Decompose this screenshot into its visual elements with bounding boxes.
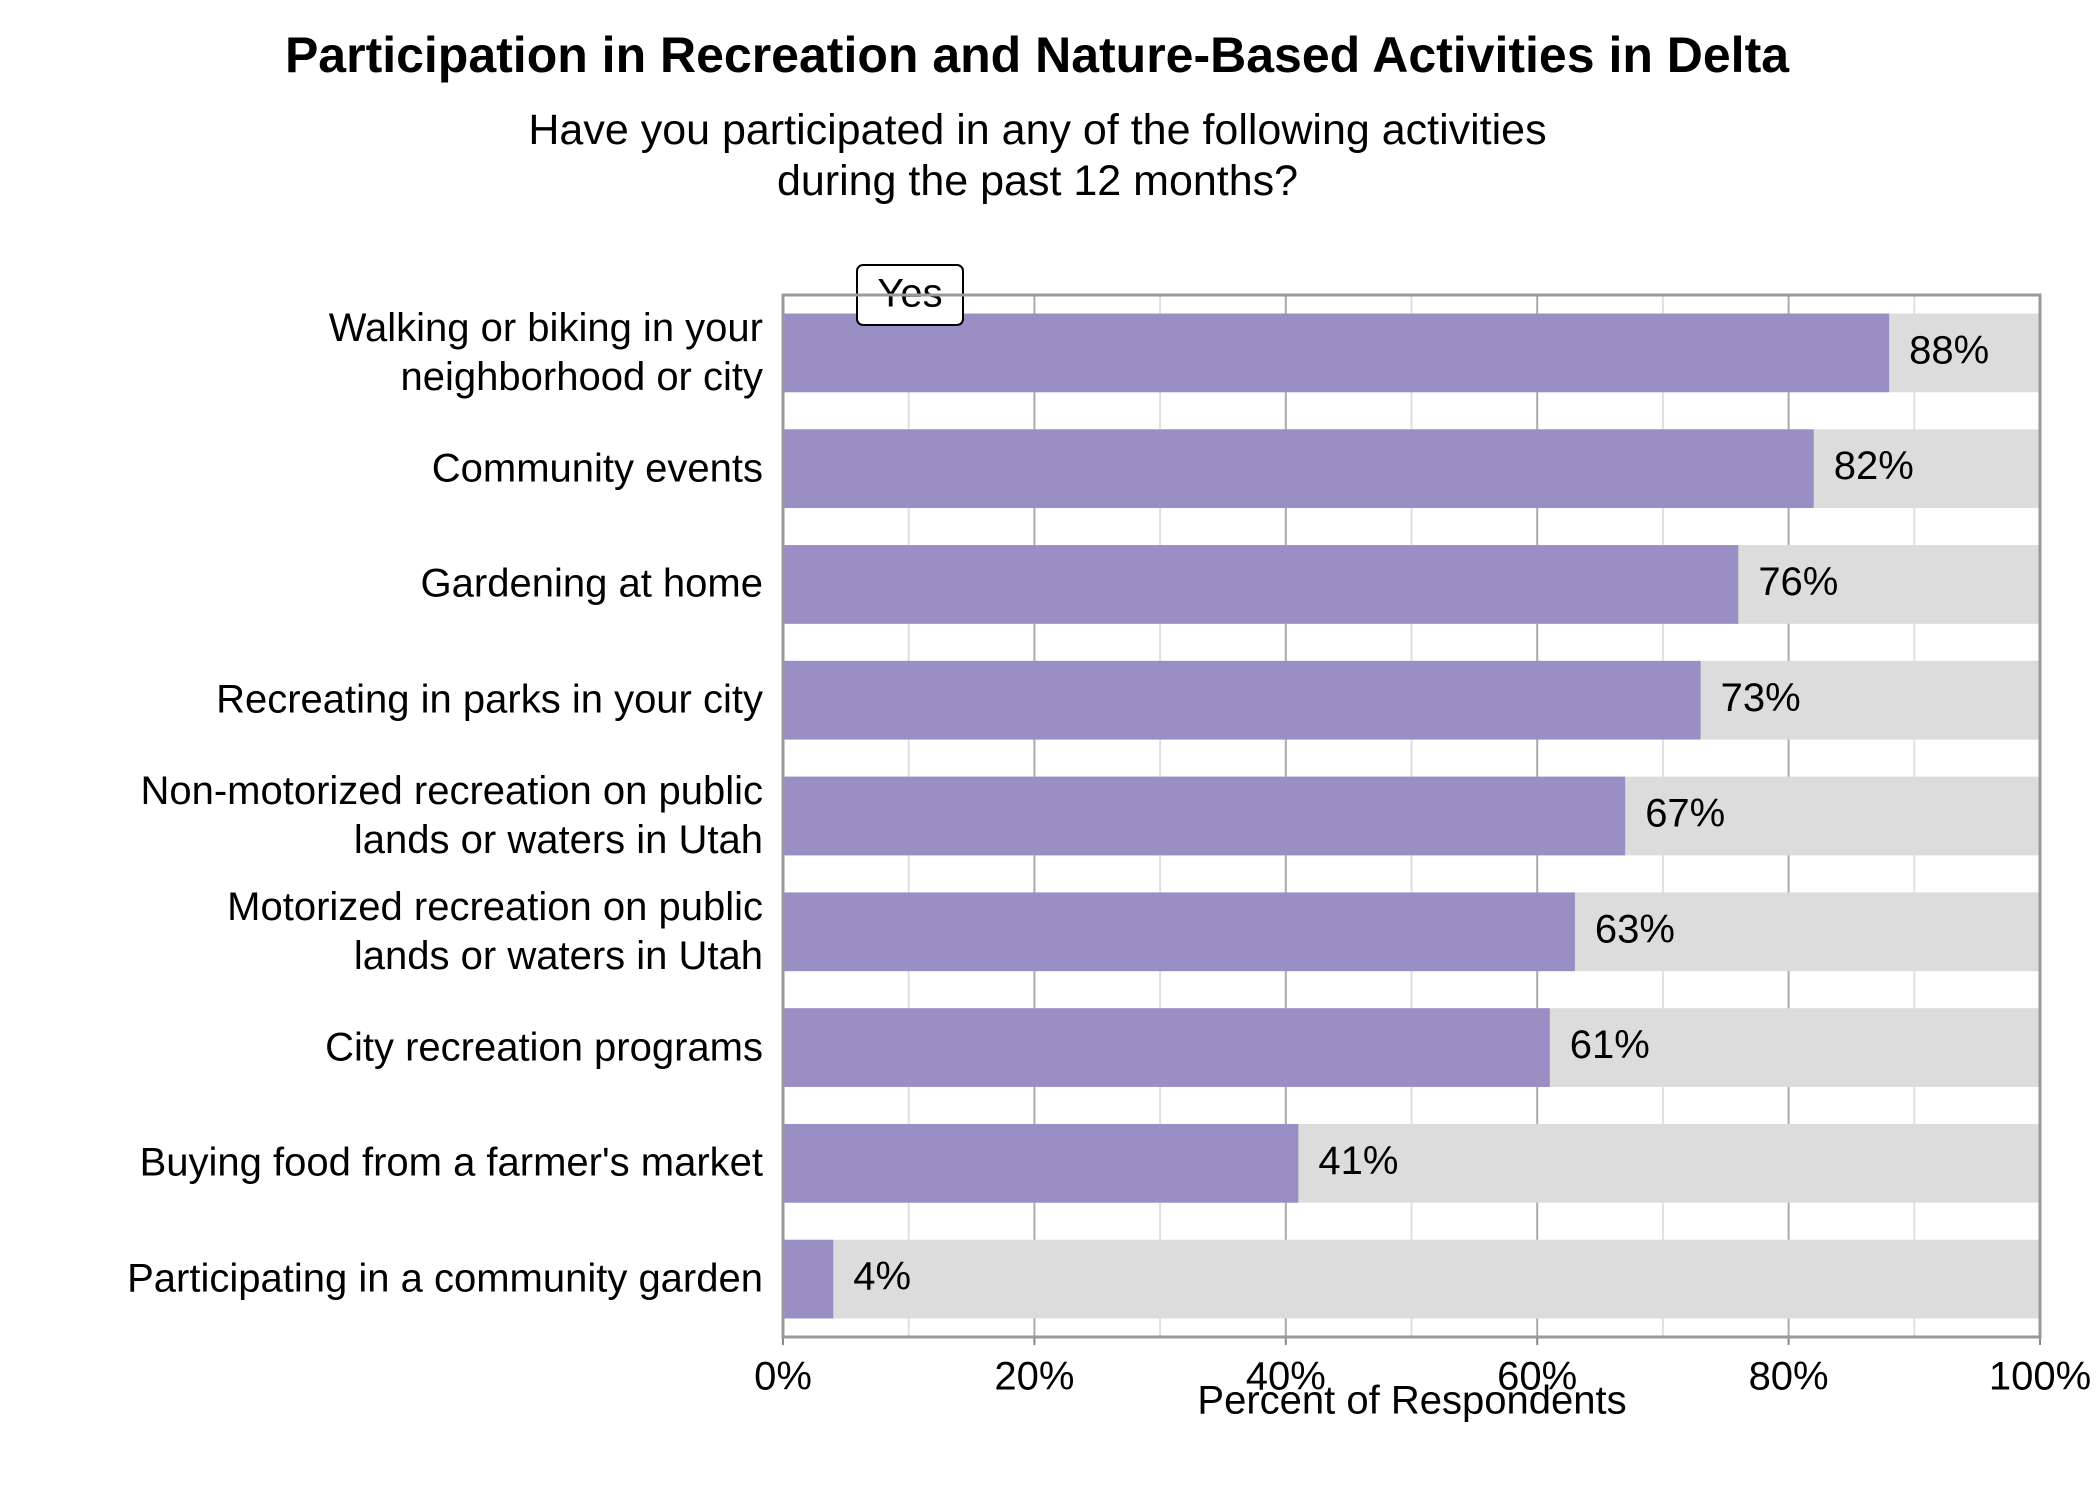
x-axis-label: Percent of Respondents [1197,1379,1626,1423]
value-label: 67% [1645,792,1725,836]
plot-frame [781,293,2042,1339]
bar [783,1123,1299,1203]
y-tick-label: Community events [431,446,763,491]
y-tick-label: Walking or biking in your neighborhood o… [328,306,763,399]
x-tick-label: 60% [1497,1355,1577,1399]
value-label: 88% [1909,328,1989,372]
y-tick-label: Recreating in parks in your city [216,677,763,722]
bar [783,545,1739,624]
bar [783,313,1890,393]
bar [783,892,1575,972]
y-tick-label: Motorized recreation on public lands or … [227,884,763,978]
y-tick-label: Buying food from a farmer's market [139,1140,763,1185]
bar [783,776,1626,856]
bars [783,313,2040,1319]
bar-track [783,1239,2040,1319]
value-label: 76% [1758,560,1838,604]
bar [783,1008,1550,1087]
x-tick-label: 40% [1246,1355,1326,1399]
y-tick-label: Non-motorized recreation on public lands… [140,769,763,862]
x-tick-label: 20% [994,1355,1074,1399]
x-tick-label: 80% [1749,1355,1829,1399]
y-tick-label: City recreation programs [325,1025,763,1070]
bar [783,1239,834,1319]
bar [783,660,1701,740]
x-tick-label: 0% [754,1355,812,1399]
value-label: 61% [1570,1023,1650,1067]
value-label: 41% [1318,1139,1398,1183]
bar [783,429,1814,509]
value-label: 63% [1595,907,1675,951]
y-tick-label: Gardening at home [420,562,763,607]
chart-title: Participation in Recreation and Nature-B… [285,27,1790,83]
x-tick-label: 100% [1989,1355,2091,1399]
value-label: 4% [853,1255,911,1299]
value-label: 73% [1721,676,1801,720]
y-tick-label: Participating in a community garden [127,1256,763,1301]
value-label: 82% [1834,444,1914,488]
chart-subtitle: Have you participated in any of the foll… [528,106,1547,205]
